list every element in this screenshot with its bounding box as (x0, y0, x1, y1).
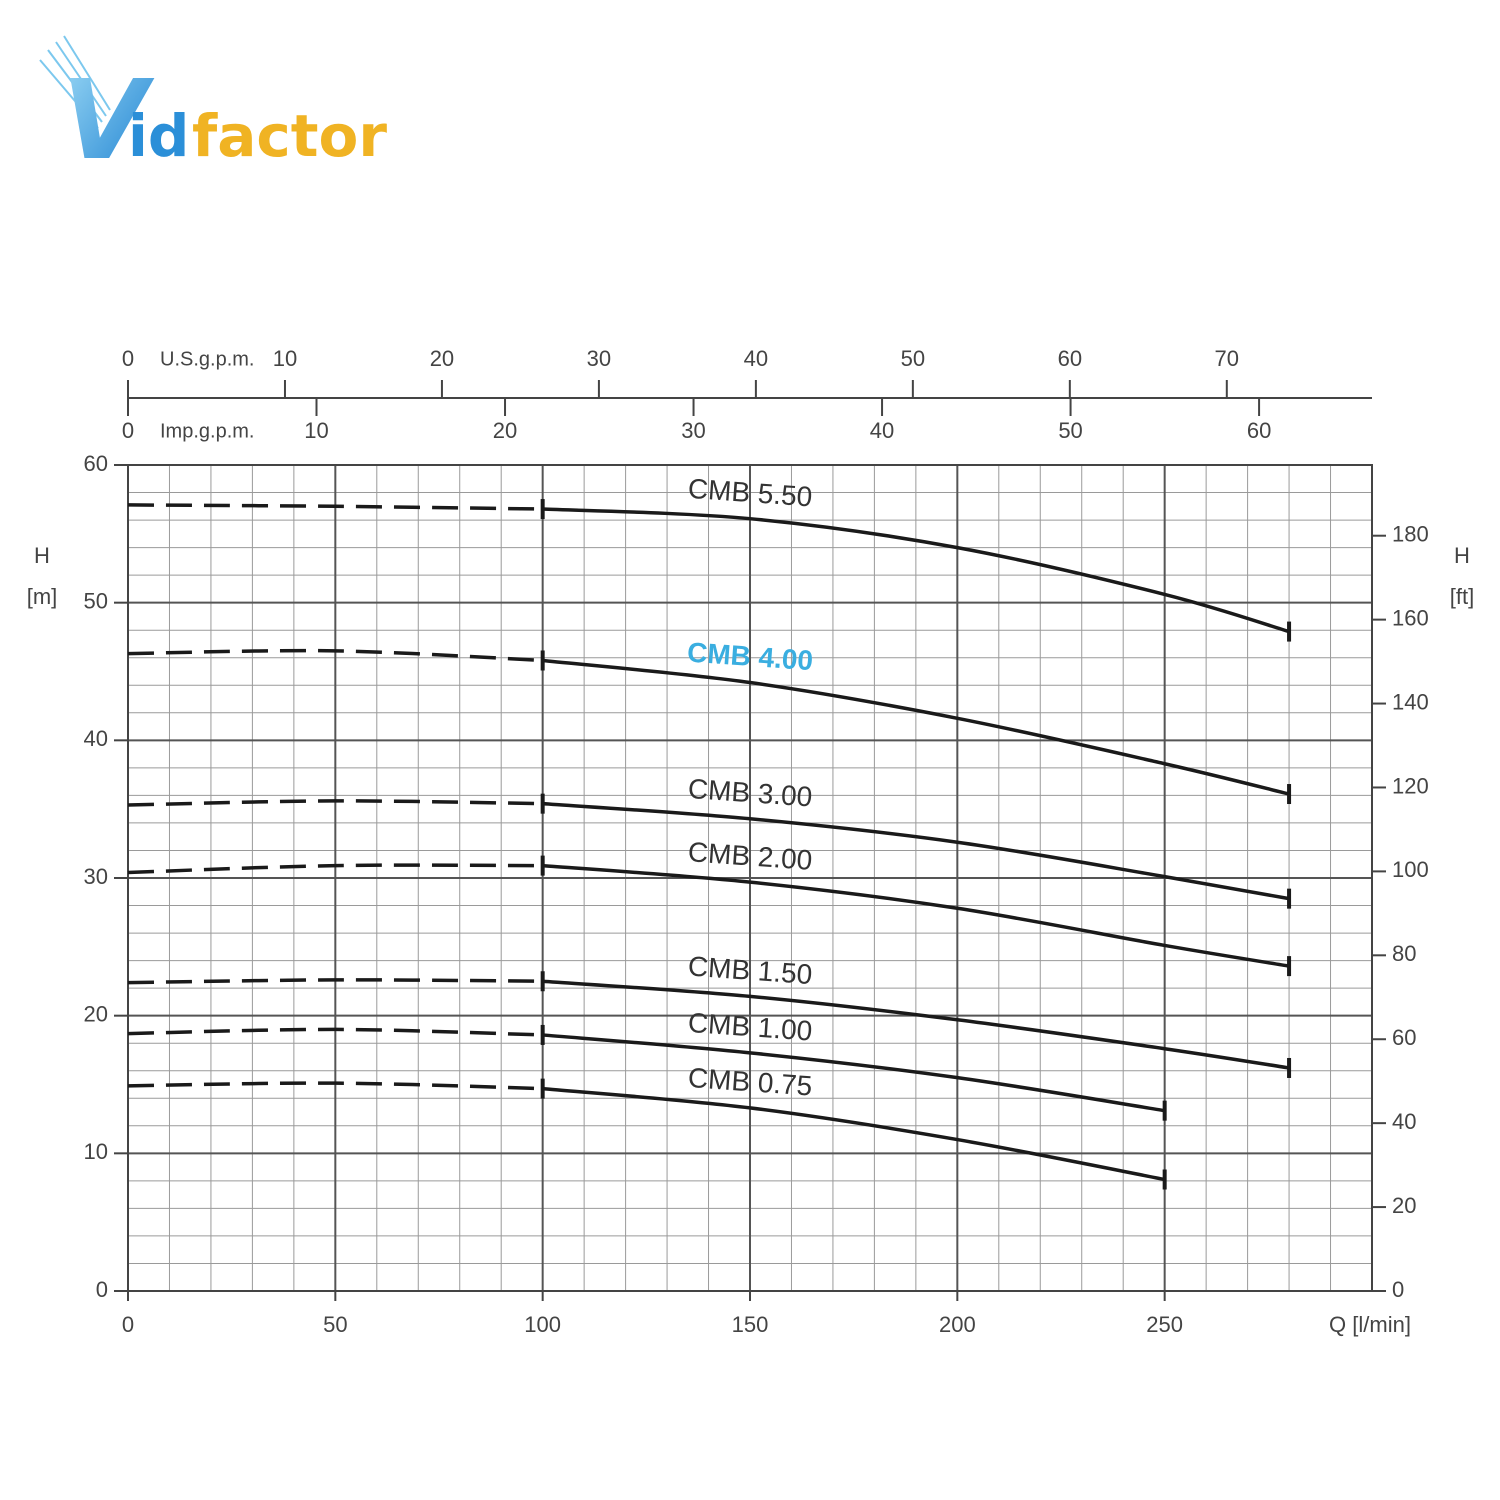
top-axis-tick-label: 40 (744, 346, 768, 371)
y2-tick-label: 120 (1392, 773, 1429, 798)
top-axis-tick-label: 70 (1215, 346, 1239, 371)
y2-axis-unit: [ft] (1450, 584, 1474, 609)
curve-label: CMB 1.00 (687, 1007, 813, 1047)
curve (542, 801, 1290, 901)
top-axis-tick-label: 10 (273, 346, 297, 371)
y2-tick-label: 160 (1392, 605, 1429, 630)
y2-axis-label: H (1454, 543, 1470, 568)
y2-tick-label: 0 (1392, 1277, 1404, 1302)
logo-rays (39, 35, 111, 129)
y-axis-unit: [m] (27, 584, 58, 609)
curve (542, 658, 1290, 796)
y-tick-label: 30 (84, 864, 108, 889)
logo-initial: V (62, 56, 155, 184)
top-axis-tick-label: 20 (430, 346, 454, 371)
y-tick-label: 20 (84, 1001, 108, 1026)
x-tick-label: 250 (1146, 1312, 1183, 1337)
y2-tick-label: 80 (1392, 941, 1416, 966)
top-axis-label: U.S.g.p.m. (160, 348, 254, 370)
curve-dashed (127, 648, 543, 663)
y-tick-label: 0 (96, 1277, 108, 1302)
top-axis-tick-label: 60 (1058, 346, 1082, 371)
curve (542, 1086, 1166, 1182)
y-tick-label: 60 (84, 451, 108, 476)
curve (542, 979, 1290, 1070)
y2-tick-label: 40 (1392, 1109, 1416, 1134)
x-tick-label: 100 (524, 1312, 561, 1337)
top-axis-tick-label: 0 (122, 346, 134, 371)
curve (542, 1033, 1165, 1113)
top-axis-label: Imp.g.p.m. (160, 420, 254, 442)
curve-dashed (127, 1081, 543, 1091)
curve-label: CMB 3.00 (687, 773, 813, 813)
top-axis-tick-label: 30 (681, 418, 705, 443)
y-tick-label: 40 (84, 726, 108, 751)
top-axis-tick-label: 60 (1247, 418, 1271, 443)
curve-dashed (127, 503, 543, 511)
curve (542, 863, 1290, 968)
y2-tick-label: 140 (1392, 689, 1429, 714)
x-tick-label: 150 (732, 1312, 769, 1337)
top-axis-tick-label: 0 (122, 418, 134, 443)
top-axis-tick-label: 40 (870, 418, 894, 443)
y2-tick-label: 20 (1392, 1193, 1416, 1218)
top-axis-tick-label: 50 (1058, 418, 1082, 443)
curve-label: CMB 0.75 (687, 1062, 813, 1102)
x-tick-label: 50 (323, 1312, 347, 1337)
logo-part: factor (192, 102, 387, 170)
curve-dashed (127, 978, 543, 985)
logo: V id factor (39, 35, 387, 184)
curve-label: CMB 2.00 (687, 836, 813, 876)
curve-dashed (127, 1027, 543, 1037)
top-axis-tick-label: 30 (587, 346, 611, 371)
x-tick-label: 0 (122, 1312, 134, 1337)
curve-label: CMB 4.00 (686, 637, 814, 677)
curve-label: CMB 1.50 (687, 950, 813, 990)
logo-part: id (128, 102, 189, 170)
curve-dashed (127, 863, 543, 875)
y-axis-label: H (34, 543, 50, 568)
y2-tick-label: 180 (1392, 522, 1429, 547)
x-axis-label: Q [l/min] (1329, 1312, 1411, 1337)
top-axis-tick-label: 10 (304, 418, 328, 443)
curve-dashed (127, 799, 543, 807)
curve-label: CMB 5.50 (687, 473, 813, 513)
top-axis-tick-label: 20 (493, 418, 517, 443)
y2-tick-label: 60 (1392, 1025, 1416, 1050)
x-tick-label: 200 (939, 1312, 976, 1337)
y-tick-label: 10 (84, 1139, 108, 1164)
y2-tick-label: 100 (1392, 857, 1429, 882)
y-tick-label: 50 (84, 588, 108, 613)
curve (542, 507, 1290, 634)
top-axis-tick-label: 50 (901, 346, 925, 371)
